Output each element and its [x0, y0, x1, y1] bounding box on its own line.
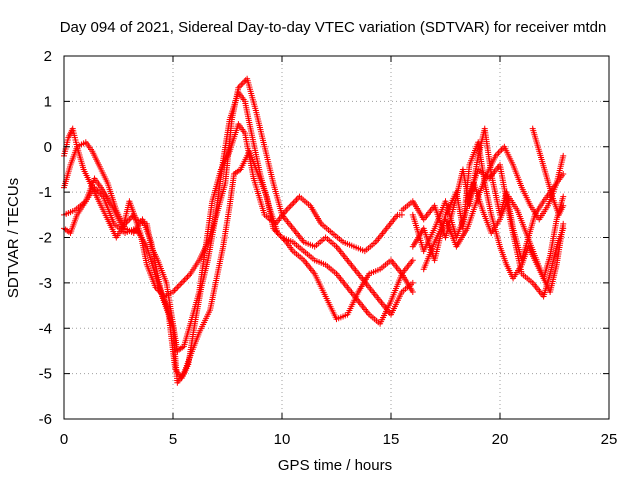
x-tick-label: 5 [169, 431, 177, 448]
x-tick-label: 0 [60, 431, 68, 448]
series-track-8 [420, 143, 567, 273]
y-tick-label: -2 [39, 230, 52, 247]
data-point [560, 152, 567, 159]
x-tick-label: 10 [274, 431, 291, 448]
data-point [560, 193, 567, 200]
data-points [61, 75, 567, 386]
series-track-7 [409, 180, 567, 295]
data-point [409, 257, 416, 264]
y-tick-label: 0 [44, 139, 52, 156]
y-tick-label: -5 [39, 366, 52, 383]
x-tick-label: 20 [492, 431, 509, 448]
x-axis: 0 5 10 15 20 25 [60, 56, 618, 448]
series-track-4 [61, 75, 416, 318]
series-track-9 [464, 161, 567, 300]
data-point [560, 202, 567, 209]
x-tick-label: 15 [383, 431, 400, 448]
y-axis-label: SDTVAR / TECUs [5, 178, 22, 298]
data-point [560, 170, 567, 177]
y-tick-label: -3 [39, 275, 52, 292]
y-tick-label: -1 [39, 184, 52, 201]
data-point [409, 279, 416, 286]
series-track-10 [529, 125, 567, 218]
chart-title: Day 094 of 2021, Sidereal Day-to-day VTE… [60, 19, 607, 36]
x-axis-label: GPS time / hours [278, 457, 392, 474]
x-tick-label: 25 [601, 431, 618, 448]
y-tick-label: 1 [44, 93, 52, 110]
y-tick-label: -6 [39, 411, 52, 428]
y-tick-label: 2 [44, 48, 52, 65]
data-point [560, 225, 567, 232]
y-axis: -6 -5 -4 -3 -2 -1 0 1 2 [39, 48, 609, 428]
data-point [409, 288, 416, 295]
y-tick-label: -4 [39, 320, 52, 337]
